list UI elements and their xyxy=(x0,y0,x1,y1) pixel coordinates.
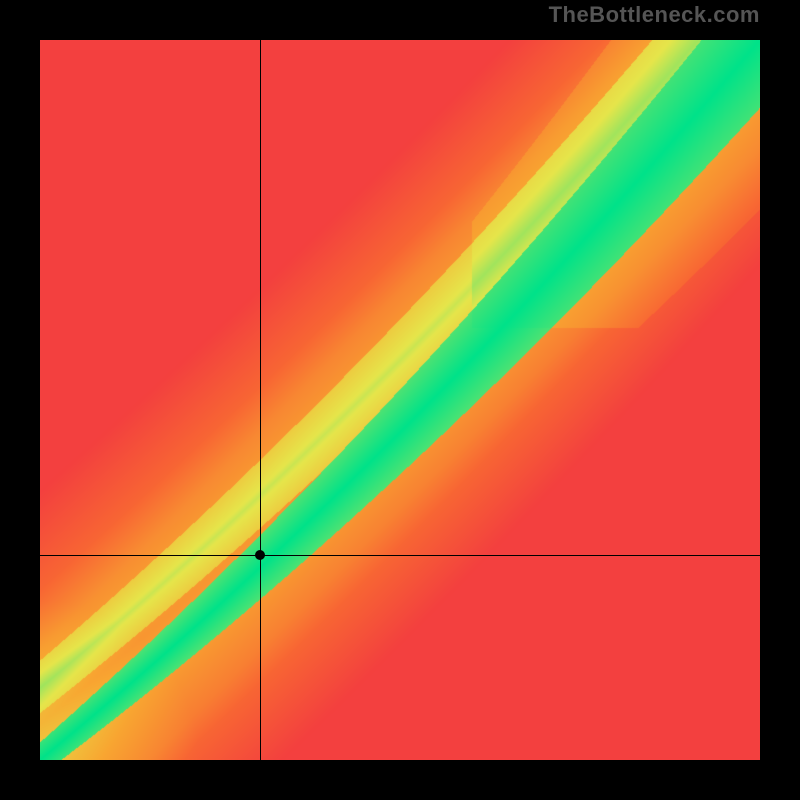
crosshair-horizontal xyxy=(40,555,760,556)
bottleneck-heatmap xyxy=(40,40,760,760)
crosshair-vertical xyxy=(260,40,261,760)
watermark-text: TheBottleneck.com xyxy=(549,2,760,28)
plot-area xyxy=(40,40,760,760)
selection-marker xyxy=(255,550,265,560)
